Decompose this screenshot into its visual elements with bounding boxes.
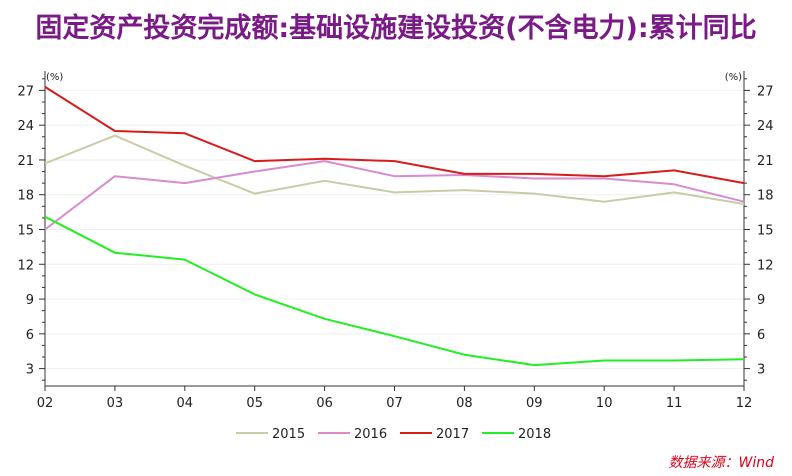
y-tick-label-left: 24 [17, 119, 34, 134]
y-tick-label-right: 21 [757, 154, 774, 169]
chart-title: 固定资产投资完成额:基础设施建设投资(不含电力):累计同比 [35, 13, 757, 44]
x-tick-label: 06 [316, 396, 333, 411]
y-tick-label-left: 15 [17, 224, 34, 239]
gridlines [45, 89, 744, 370]
y-tick-label-left: 9 [26, 293, 34, 308]
legend: 2015 2016 2017 2018 [236, 427, 551, 442]
y-tick-label-right: 3 [757, 363, 765, 378]
y-tick-label-right: 9 [757, 293, 765, 308]
axes: 3 3 6 6 9 9 12 12 15 15 18 18 21 21 24 24 27 27 (%) (%) 02 03… [17, 71, 774, 411]
legend-item: 2017 [400, 427, 469, 442]
y-tick-label-right: 18 [757, 189, 774, 204]
y-tick-label-left: 3 [26, 363, 34, 378]
x-tick-label: 08 [456, 396, 473, 411]
series-line-2018 [44, 215, 745, 367]
series-line-2016 [44, 160, 745, 231]
legend-label: 2016 [354, 427, 387, 442]
y-tick-label-left: 12 [17, 258, 34, 273]
y-tick-label-right: 27 [757, 84, 774, 99]
series-line-2015 [44, 134, 745, 205]
source-note: 数据来源：Wind [668, 455, 775, 471]
x-tick-label: 03 [107, 396, 124, 411]
y-unit-left: (%) [46, 72, 63, 83]
x-tick-label: 09 [526, 396, 543, 411]
x-tick-label: 10 [596, 396, 613, 411]
y-tick-label-left: 27 [17, 84, 34, 99]
legend-item: 2018 [482, 427, 551, 442]
legend-label: 2015 [272, 427, 305, 442]
y-tick-label-right: 15 [757, 224, 774, 239]
y-tick-label-right: 24 [757, 119, 774, 134]
x-tick-label: 07 [386, 396, 403, 411]
legend-item: 2015 [236, 427, 305, 442]
y-tick-label-right: 6 [757, 328, 765, 343]
y-tick-label-left: 18 [17, 189, 34, 204]
series-line-2017 [44, 86, 745, 185]
legend-item: 2016 [318, 427, 387, 442]
y-tick-label-left: 6 [26, 328, 34, 343]
series-lines [44, 86, 745, 367]
y-tick-label-right: 12 [757, 258, 774, 273]
y-unit-right: (%) [725, 72, 742, 83]
x-tick-label: 12 [736, 396, 753, 411]
y-tick-label-left: 21 [17, 154, 34, 169]
x-tick-label: 05 [246, 396, 263, 411]
x-tick-label: 04 [177, 396, 194, 411]
legend-label: 2018 [518, 427, 551, 442]
x-tick-label: 02 [37, 396, 54, 411]
x-tick-label: 11 [666, 396, 683, 411]
legend-label: 2017 [436, 427, 469, 442]
